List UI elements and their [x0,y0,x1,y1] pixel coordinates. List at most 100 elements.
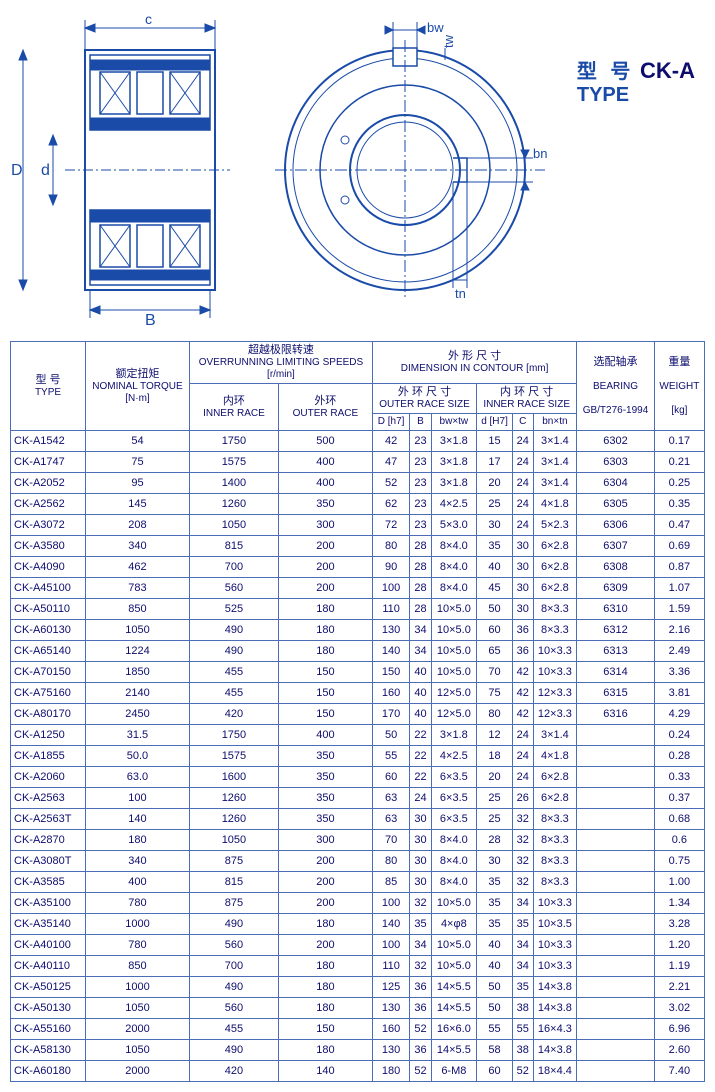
table-cell: CK-A40110 [11,956,86,977]
table-cell: 2.16 [654,620,704,641]
table-cell: 23 [410,452,431,473]
table-cell: 40 [477,557,513,578]
table-cell: 24 [513,725,534,746]
table-cell: 34 [410,641,431,662]
table-cell: 300 [278,515,372,536]
table-cell: 400 [86,872,190,893]
table-cell: 26 [513,788,534,809]
table-cell: 490 [189,914,278,935]
table-cell [577,1040,655,1061]
table-cell: 490 [189,620,278,641]
table-cell: 3.36 [654,662,704,683]
table-cell: 0.6 [654,830,704,851]
table-cell: 850 [86,956,190,977]
hdr-C: C [513,414,534,431]
table-cell: 25 [477,809,513,830]
table-cell: 1050 [86,1040,190,1061]
table-cell: 7.40 [654,1061,704,1082]
table-cell: 1.19 [654,956,704,977]
table-cell: 455 [189,1019,278,1040]
hdr-speed: 超越极限转速OVERRUNNING LIMITING SPEEDS[r/min] [189,342,372,384]
table-cell: 1260 [189,494,278,515]
table-cell: 80 [477,704,513,725]
table-cell: 1050 [189,830,278,851]
table-cell: 6304 [577,473,655,494]
table-cell: 180 [86,830,190,851]
table-cell: 4×2.5 [431,494,476,515]
table-cell: 875 [189,851,278,872]
table-row: CK-A401108507001801103210×5.0403410×3.31… [11,956,705,977]
table-cell: 32 [410,893,431,914]
table-cell: 63 [372,809,409,830]
table-cell: CK-A50110 [11,599,86,620]
table-cell: 462 [86,557,190,578]
table-cell: 6×2.8 [533,788,577,809]
table-cell: 38 [513,1040,534,1061]
table-cell: 200 [278,935,372,956]
table-cell: 24 [513,515,534,536]
table-cell: 25 [477,788,513,809]
table-cell: 10×5.0 [431,893,476,914]
table-cell: 38 [513,998,534,1019]
table-cell: 560 [189,998,278,1019]
table-cell: 24 [410,788,431,809]
table-cell: 500 [278,431,372,452]
table-row: CK-A6514012244901801403410×5.0653610×3.3… [11,641,705,662]
table-cell [577,998,655,1019]
table-cell: 1050 [86,998,190,1019]
table-cell: 36 [410,977,431,998]
table-cell: 200 [278,872,372,893]
table-cell: 815 [189,536,278,557]
table-row: CK-A7015018504551501504010×5.0704210×3.3… [11,662,705,683]
table-cell: 100 [86,788,190,809]
table-cell: 100 [372,935,409,956]
title-zh: 型 号 [577,61,635,83]
table-cell [577,914,655,935]
table-cell: CK-A65140 [11,641,86,662]
table-cell: 24 [513,494,534,515]
table-cell: 22 [410,725,431,746]
table-cell: 10×3.3 [533,935,577,956]
table-cell: 8×3.3 [533,620,577,641]
table-cell: 1.07 [654,578,704,599]
table-cell: 6×2.8 [533,536,577,557]
table-cell: 14×3.8 [533,977,577,998]
table-cell: 42 [513,683,534,704]
table-cell: 10×5.0 [431,956,476,977]
table-cell: 455 [189,683,278,704]
table-cell: 40 [410,683,431,704]
table-cell: 85 [372,872,409,893]
table-cell: 28 [410,557,431,578]
table-cell: 55 [513,1019,534,1040]
table-cell: 6316 [577,704,655,725]
table-cell: 150 [278,704,372,725]
table-cell: 30 [410,851,431,872]
table-row: CK-A358540081520085308×4.035328×3.31.00 [11,872,705,893]
table-cell: 783 [86,578,190,599]
table-cell: 180 [372,1061,409,1082]
table-cell: 6308 [577,557,655,578]
table-row: CK-A5813010504901801303614×5.5583814×3.8… [11,1040,705,1061]
table-cell: 6310 [577,599,655,620]
table-cell: 400 [278,452,372,473]
table-cell: 35 [513,914,534,935]
table-cell: 3×1.8 [431,473,476,494]
table-cell: 200 [278,557,372,578]
hdr-torque: 额定扭矩NOMINAL TORQUE[N·m] [86,342,190,431]
table-row: CK-A125031.5175040050223×1.812243×1.40.2… [11,725,705,746]
table-cell: 14×5.5 [431,998,476,1019]
table-cell: 6314 [577,662,655,683]
table-cell [577,767,655,788]
table-cell: 180 [278,956,372,977]
table-cell: 28 [477,830,513,851]
hdr-bwtw: bw×tw [431,414,476,431]
diagram-face-view: bw tw bn tn [275,10,565,330]
hdr-bntn: bn×tn [533,414,577,431]
table-cell: 32 [513,851,534,872]
table-cell: 40 [410,704,431,725]
table-cell: 42 [513,704,534,725]
table-cell: 160 [372,683,409,704]
table-cell: 3×1.4 [533,431,577,452]
table-cell: CK-A1747 [11,452,86,473]
table-cell: 145 [86,494,190,515]
